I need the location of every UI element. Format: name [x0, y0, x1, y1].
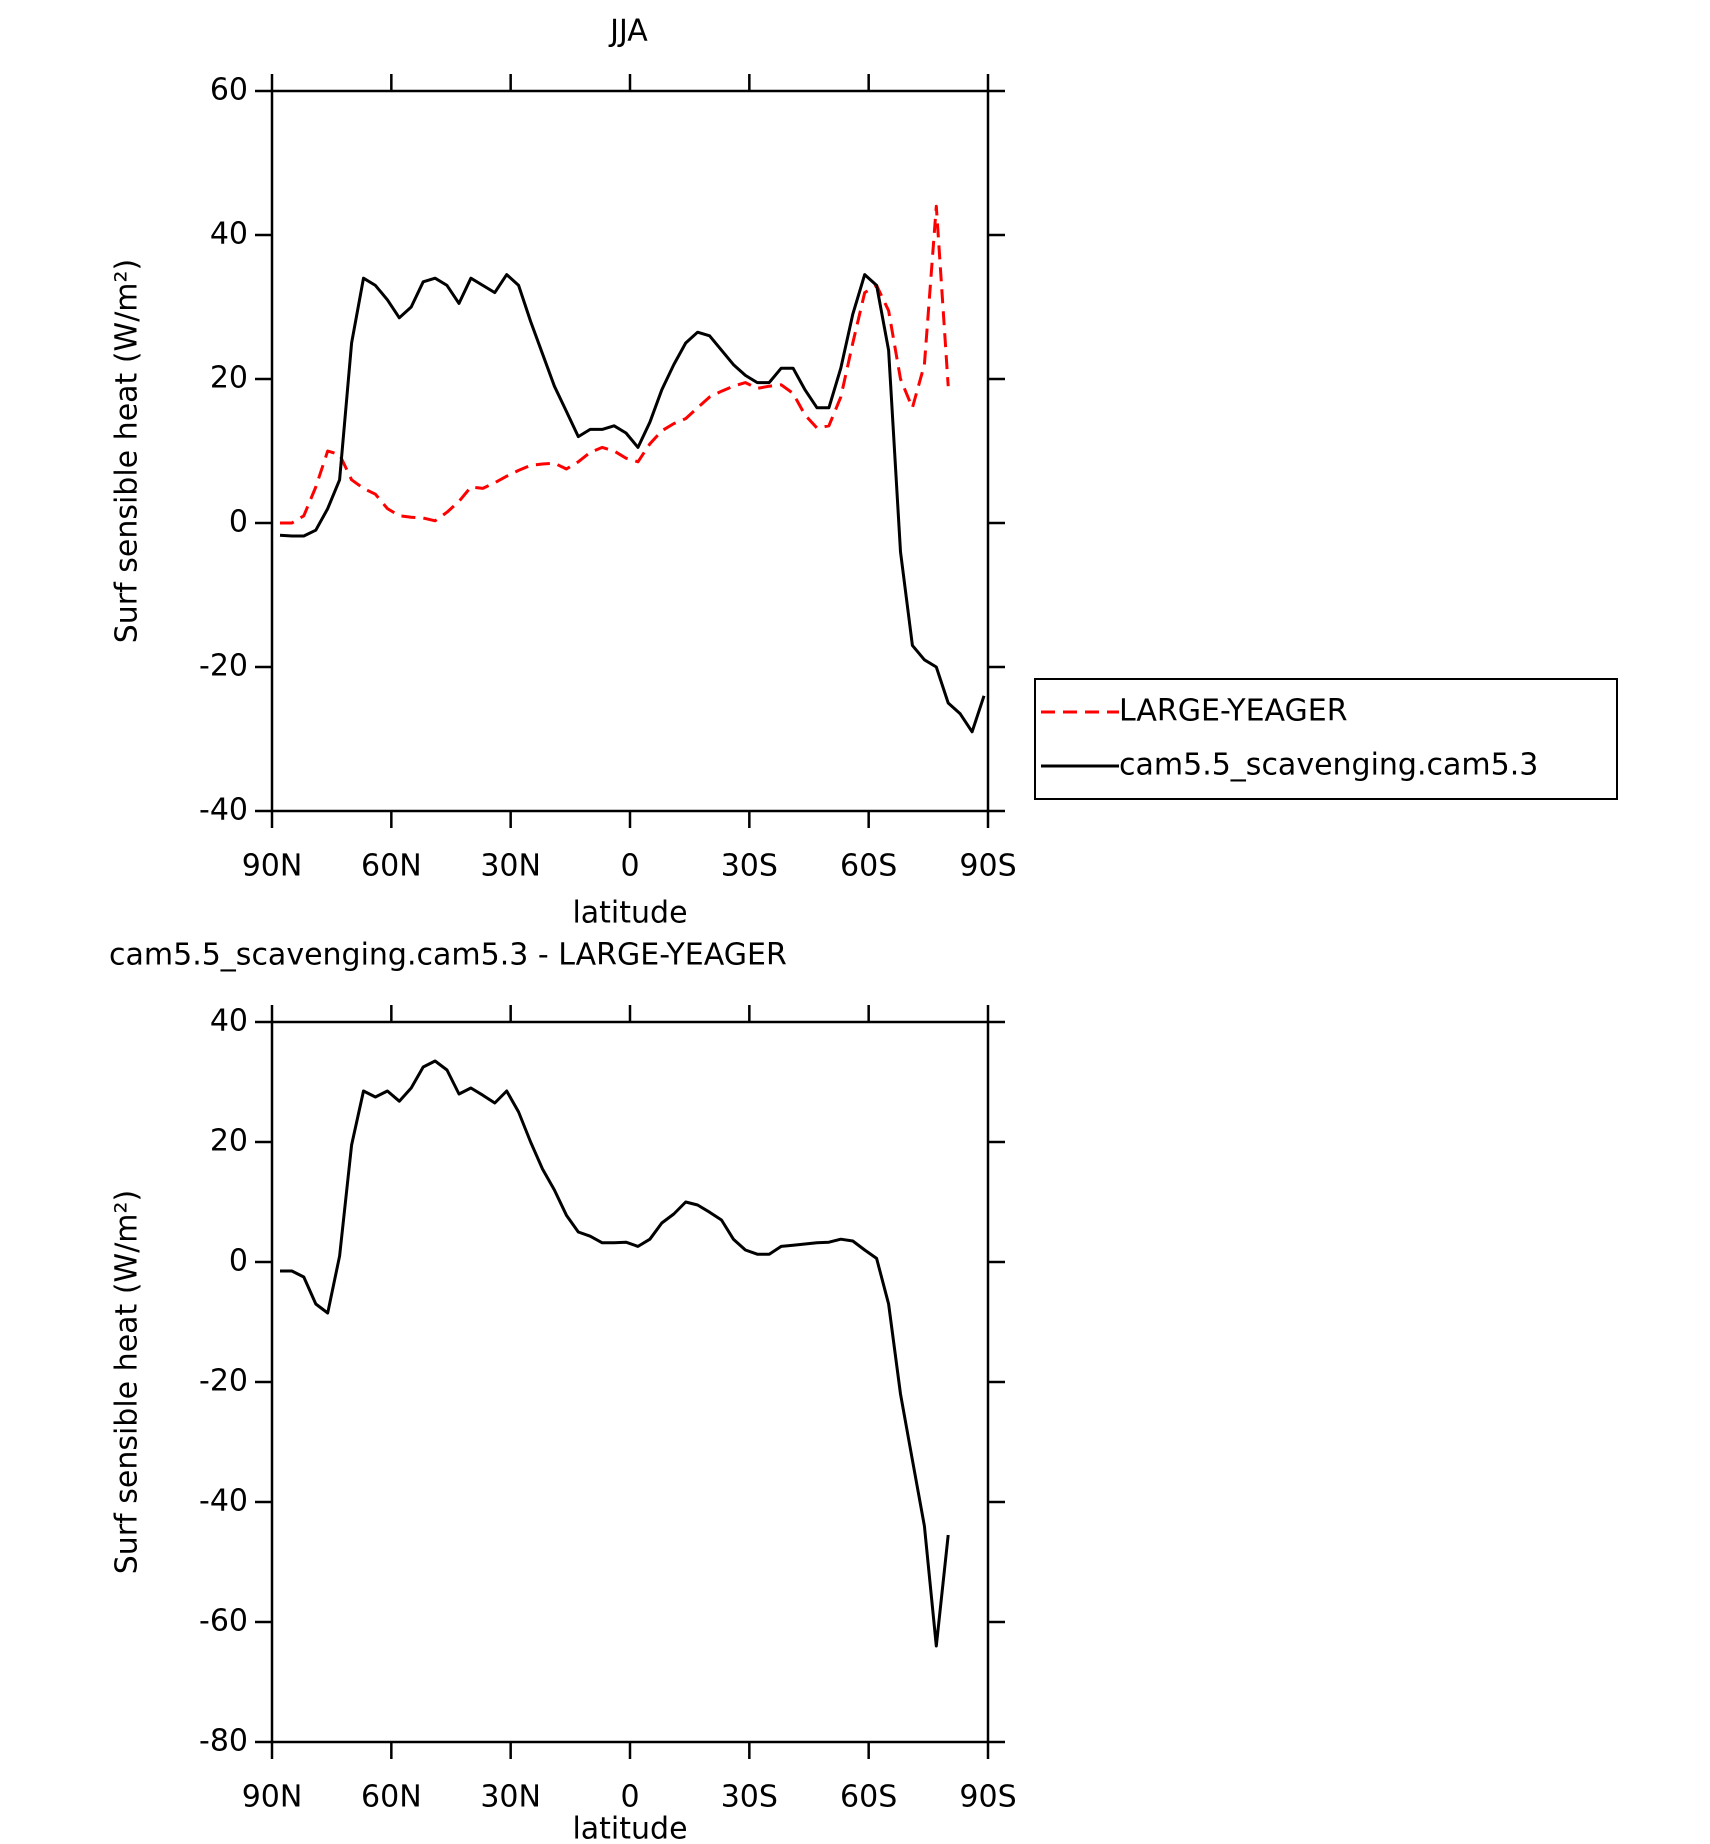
legend-label: cam5.5_scavenging.cam5.3: [1119, 748, 1538, 783]
y-tick-label: -80: [199, 1724, 248, 1759]
data-line: [279, 273, 986, 734]
y-tick-label: 40: [210, 217, 248, 252]
x-tick-label: 60N: [361, 1780, 422, 1815]
plot-frame: [270, 89, 990, 813]
y-tick-label: -60: [199, 1604, 248, 1639]
chart-title: JJA: [608, 14, 648, 49]
x-axis-label: latitude: [572, 896, 687, 931]
y-tick-label: 60: [210, 73, 248, 108]
x-tick-label: 0: [620, 849, 639, 884]
data-line: [280, 204, 950, 525]
legend-box: [1034, 678, 1618, 800]
x-tick-label: 60S: [840, 849, 897, 884]
x-tick-label: 0: [620, 1780, 639, 1815]
x-tick-label: 30S: [721, 849, 778, 884]
y-tick-label: 0: [229, 505, 248, 540]
y-tick-label: -40: [199, 1484, 248, 1519]
y-tick-label: 40: [210, 1004, 248, 1039]
x-tick-label: 60S: [840, 1780, 897, 1815]
x-tick-label: 30N: [480, 849, 541, 884]
x-tick-label: 60N: [361, 849, 422, 884]
y-tick-label: -40: [199, 793, 248, 828]
x-tick-label: 90S: [959, 1780, 1016, 1815]
x-tick-label: 90N: [242, 1780, 303, 1815]
x-tick-label: 90S: [959, 849, 1016, 884]
plot-frame: [270, 1020, 990, 1744]
chart-title: cam5.5_scavenging.cam5.3 - LARGE-YEAGER: [109, 938, 787, 973]
y-tick-label: 20: [210, 361, 248, 396]
y-tick-label: 0: [229, 1244, 248, 1279]
legend-label: LARGE-YEAGER: [1119, 694, 1348, 729]
x-tick-label: 90N: [242, 849, 303, 884]
y-tick-label: 20: [210, 1124, 248, 1159]
x-tick-label: 30N: [480, 1780, 541, 1815]
data-line: [280, 1059, 950, 1648]
y-axis-label: Surf sensible heat (W/m²): [110, 259, 145, 644]
y-axis-label: Surf sensible heat (W/m²): [110, 1190, 145, 1575]
y-tick-label: -20: [199, 649, 248, 684]
x-tick-label: 30S: [721, 1780, 778, 1815]
y-tick-label: -20: [199, 1364, 248, 1399]
x-axis-label: latitude: [572, 1812, 687, 1844]
